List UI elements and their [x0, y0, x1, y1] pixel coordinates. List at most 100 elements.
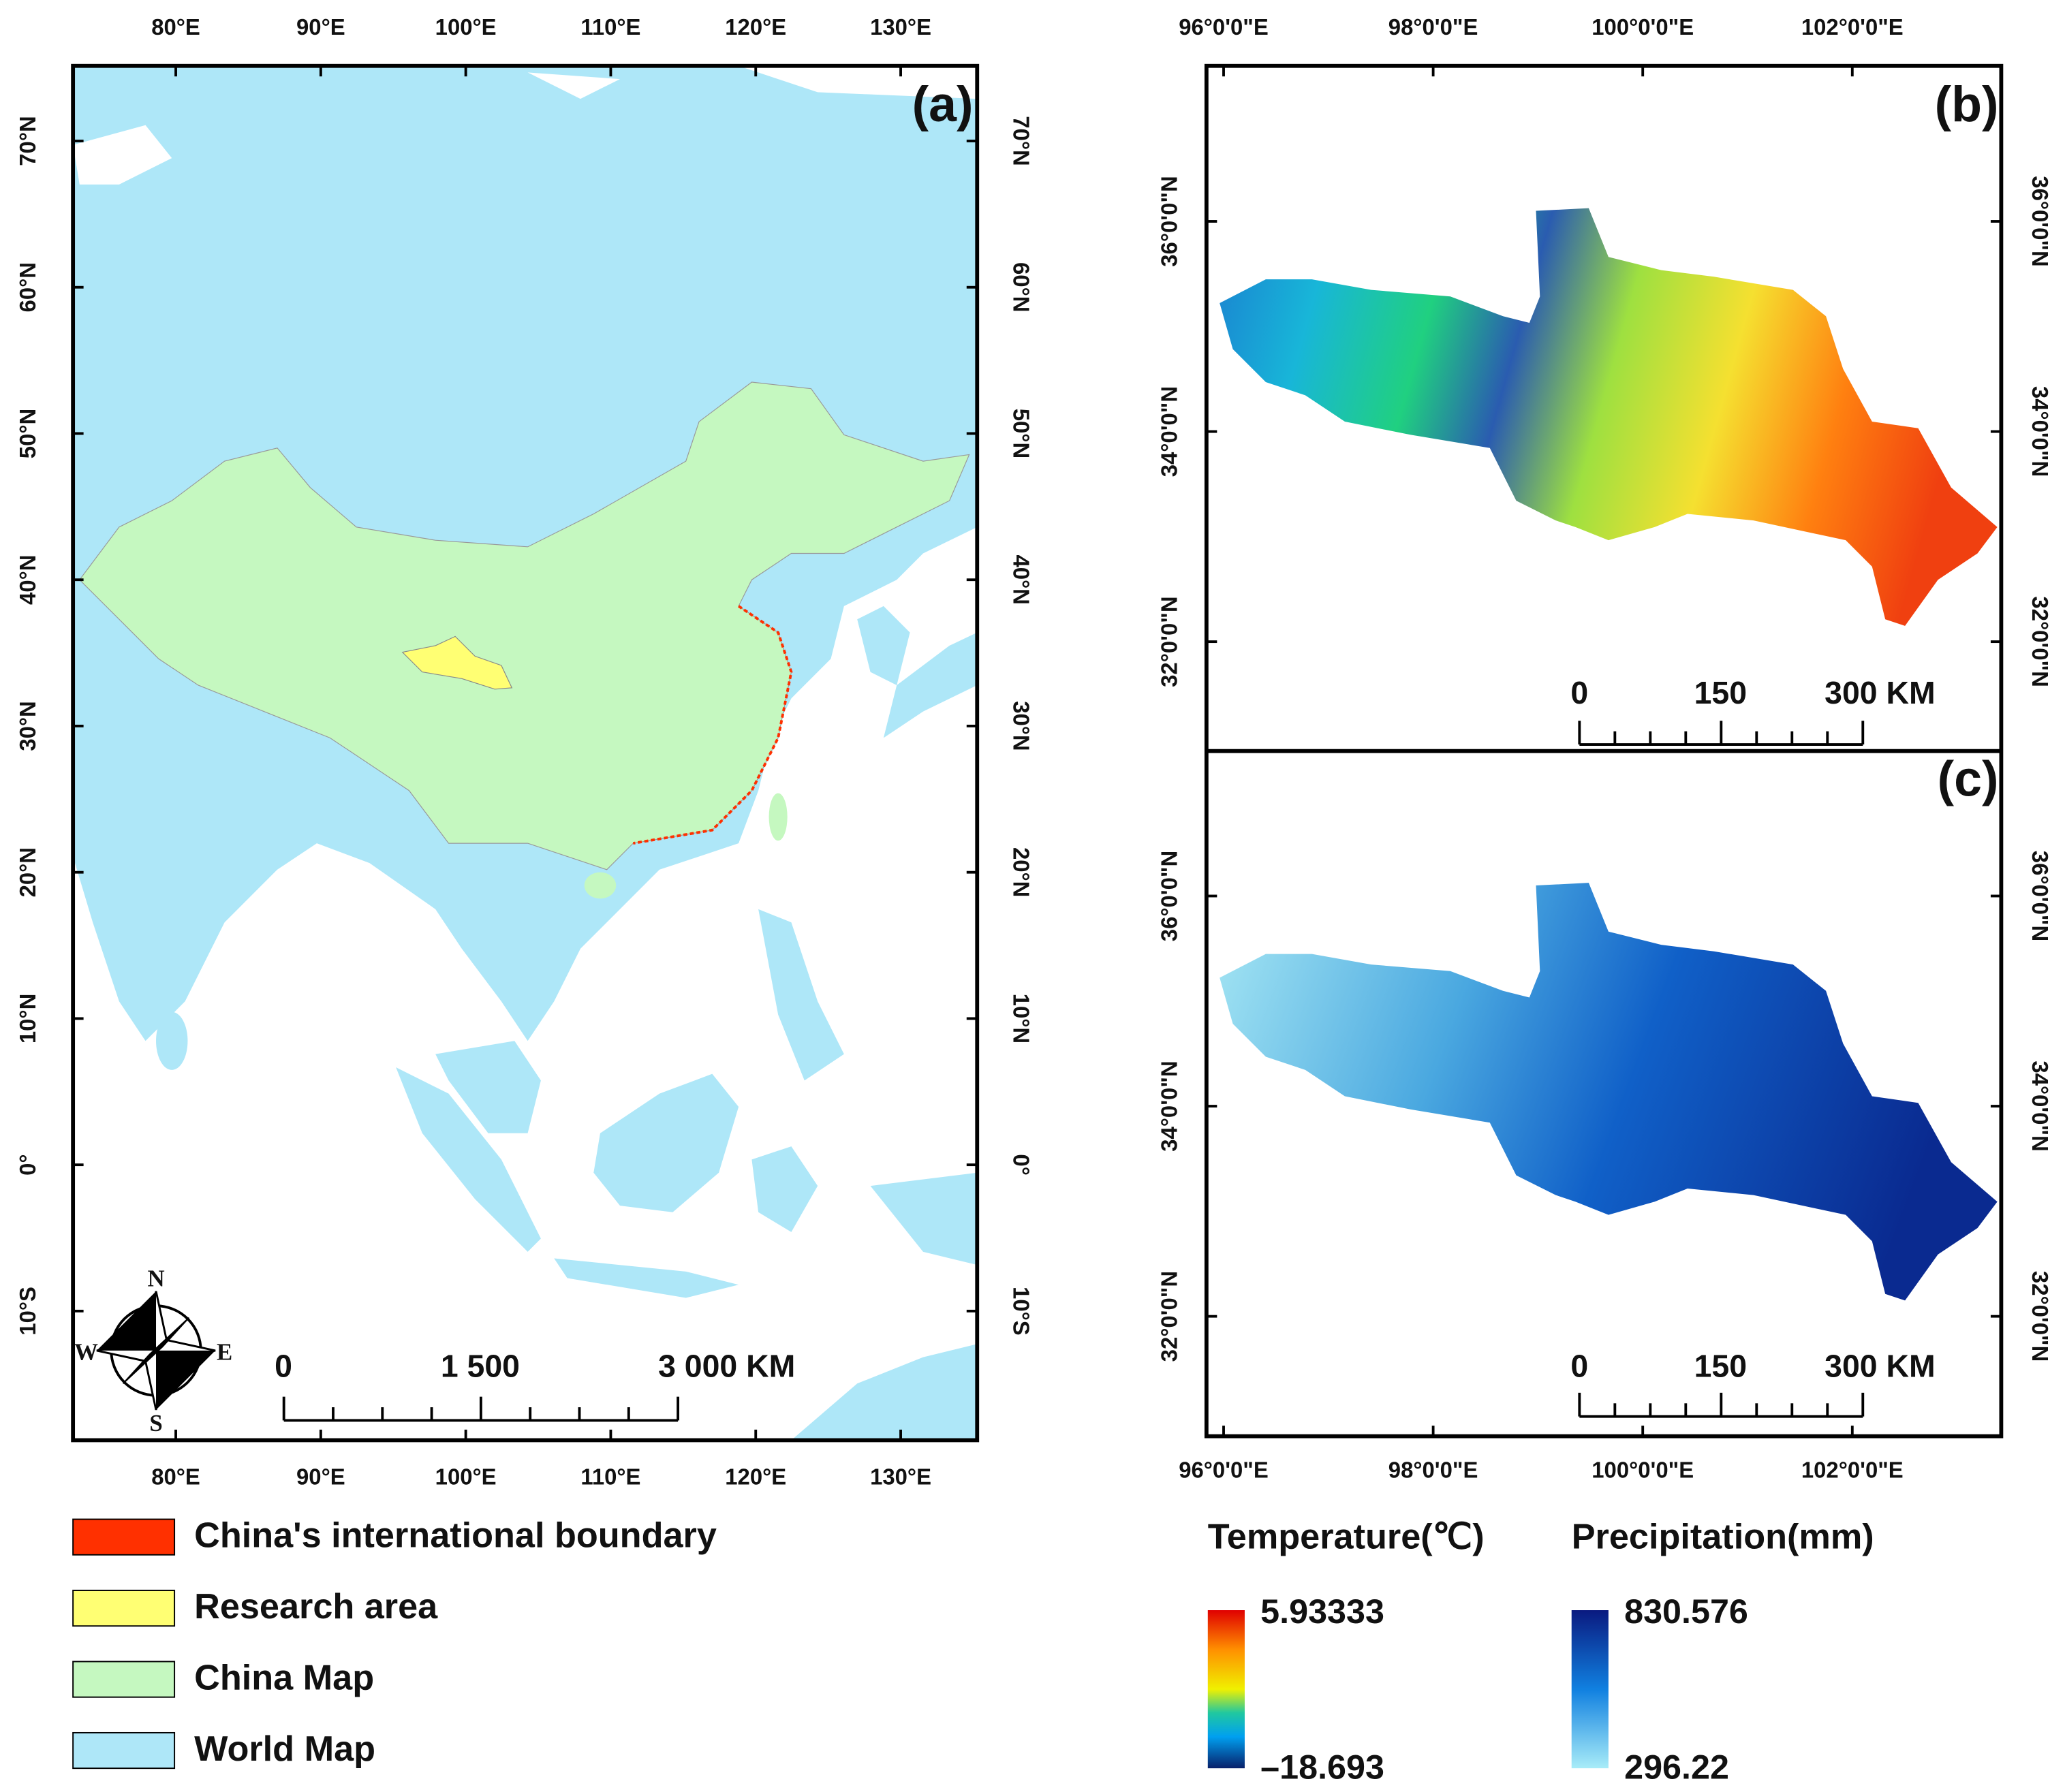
compass-letter: W: [74, 1339, 98, 1366]
lat-tick-label: 20°N: [1008, 847, 1034, 897]
scale-label: 150: [1694, 1349, 1747, 1384]
lat-tick-label: 60°N: [15, 262, 40, 312]
compass-diagonal: [122, 1317, 190, 1384]
lon-tick-label: 80°E: [151, 14, 200, 40]
sumatra: [396, 1067, 541, 1252]
precipitation-map: [1220, 883, 1998, 1301]
lon-tick-label: 80°E: [151, 1464, 200, 1489]
lon-tick-label: 90°E: [296, 1464, 345, 1489]
colorbar-title: Temperature(℃): [1208, 1517, 1485, 1556]
compass: [96, 1291, 216, 1411]
legend-label: World Map: [194, 1729, 375, 1769]
lon-tick-label: 130°E: [870, 14, 931, 40]
lat-tick-label: 0°: [15, 1154, 40, 1175]
legend-swatch: [72, 1731, 176, 1770]
lon-tick-label: 100°E: [435, 14, 497, 40]
lat-tick-label: 34°0'0"N: [2028, 1060, 2053, 1151]
malay: [435, 1041, 541, 1133]
lon-tick-label: 96°0'0"E: [1179, 14, 1269, 40]
colorbar-title: Precipitation(mm): [1572, 1517, 1874, 1556]
compass-letter: S: [149, 1410, 162, 1436]
panel-label: (a): [912, 76, 974, 132]
scale-label: 300 KM: [1825, 1349, 1936, 1384]
korea: [857, 606, 910, 685]
lat-tick-label: 60°N: [1008, 262, 1034, 312]
precipitation-colorbar: [1571, 1610, 1609, 1769]
arctic-water: [73, 65, 978, 185]
colorbar-max: 5.93333: [1260, 1592, 1384, 1631]
lon-tick-label: 110°E: [580, 14, 640, 40]
lon-tick-label: 100°0'0"E: [1592, 14, 1694, 40]
legend-swatch: [72, 1661, 176, 1698]
legend-label: China Map: [194, 1658, 374, 1697]
international-boundary: [633, 605, 793, 845]
compass-letter: E: [217, 1339, 232, 1366]
lat-tick-label: 30°N: [1008, 701, 1034, 751]
arctic-bay: [527, 72, 620, 99]
lat-tick-label: 36°0'0"N: [1156, 851, 1181, 941]
lat-tick-label: 50°N: [1008, 409, 1034, 458]
arctic-bay: [739, 65, 978, 99]
lon-tick-label: 120°E: [725, 1464, 786, 1489]
lon-tick-label: 130°E: [870, 1464, 931, 1489]
lon-tick-label: 98°0'0"E: [1388, 1458, 1478, 1483]
legend-label: China's international boundary: [194, 1515, 717, 1555]
lat-tick-label: 10°N: [15, 994, 40, 1043]
arctic-bay: [73, 125, 172, 185]
compass-star-shade: [96, 1291, 216, 1410]
scale-label: 150: [1694, 675, 1747, 710]
lat-tick-label: 30°N: [15, 701, 40, 751]
new-guinea: [870, 1172, 978, 1266]
lon-tick-label: 120°E: [725, 14, 786, 40]
colorbar-min: 296.22: [1624, 1747, 1729, 1786]
lat-tick-label: 34°0'0"N: [1156, 386, 1181, 477]
temperature-colorbar: [1207, 1610, 1245, 1769]
compass-letter: N: [147, 1265, 164, 1291]
lat-tick-label: 40°N: [1008, 554, 1034, 604]
temperature-map: [1220, 208, 1998, 626]
frame-a: [71, 63, 980, 1443]
colorbar-max: 830.576: [1624, 1592, 1748, 1631]
japan: [883, 632, 978, 738]
scale-label: 0: [1570, 675, 1588, 710]
lat-tick-label: 36°0'0"N: [2028, 176, 2053, 266]
lon-tick-label: 100°0'0"E: [1592, 1458, 1694, 1483]
lat-tick-label: 10°S: [1008, 1287, 1034, 1336]
sri-lanka: [156, 1011, 188, 1070]
legend-swatch: [72, 1590, 176, 1627]
research-region: [1220, 883, 1998, 1301]
borneo: [593, 1073, 739, 1212]
lon-tick-label: 96°0'0"E: [1179, 1458, 1269, 1483]
lat-tick-label: 0°: [1008, 1154, 1034, 1175]
lat-tick-label: 40°N: [15, 554, 40, 604]
lon-tick-label: 102°0'0"E: [1801, 1458, 1904, 1483]
lon-tick-label: 110°E: [580, 1464, 640, 1489]
lat-tick-label: 20°N: [15, 847, 40, 897]
legend-label: Research area: [194, 1587, 438, 1626]
lat-tick-label: 32°0'0"N: [2028, 1271, 2053, 1362]
lat-tick-label: 34°0'0"N: [2028, 386, 2053, 477]
panel-label: (b): [1935, 76, 1999, 132]
scale-label: 1 500: [441, 1349, 520, 1384]
lat-tick-label: 10°S: [15, 1287, 40, 1336]
colorbar-min: –18.693: [1260, 1747, 1384, 1786]
sulawesi: [751, 1146, 818, 1232]
lat-tick-label: 36°0'0"N: [1156, 176, 1181, 266]
hainan: [584, 872, 617, 899]
lat-tick-label: 32°0'0"N: [2028, 596, 2053, 687]
australia: [791, 1344, 978, 1441]
scale-label: 300 KM: [1825, 675, 1936, 710]
lat-tick-label: 10°N: [1008, 994, 1034, 1043]
panel-label: (c): [1938, 750, 1999, 806]
java: [554, 1258, 739, 1298]
scale-label: 0: [1570, 1349, 1588, 1384]
research-area: [401, 635, 513, 690]
lat-tick-label: 36°0'0"N: [2028, 851, 2053, 941]
lat-tick-label: 50°N: [15, 409, 40, 458]
lon-tick-label: 100°E: [435, 1464, 497, 1489]
lat-tick-label: 70°N: [15, 116, 40, 166]
lon-tick-label: 90°E: [296, 14, 345, 40]
lat-tick-label: 32°0'0"N: [1156, 1271, 1181, 1362]
